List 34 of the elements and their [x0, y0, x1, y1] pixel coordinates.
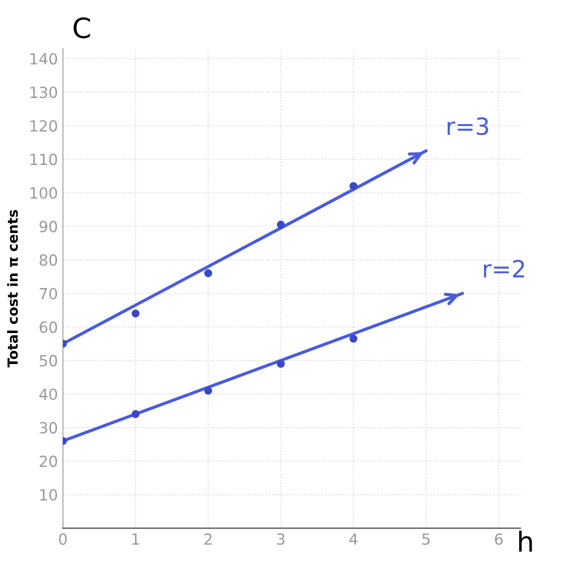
x-tick-label: 1 — [132, 534, 140, 545]
y-tick-label: 40 — [39, 388, 58, 400]
y-tick-label: 90 — [40, 220, 58, 232]
x-tick-label: 0 — [59, 533, 67, 545]
x-tick-label: 5 — [422, 534, 430, 545]
point — [204, 269, 212, 278]
point — [276, 220, 285, 229]
y-tick-label: 10 — [40, 489, 58, 501]
y-tick-label: 60 — [40, 321, 58, 333]
y-tick-label: 30 — [40, 422, 58, 434]
y-tick-label: 140 — [30, 53, 58, 65]
point — [132, 310, 140, 318]
y-tick-label: 80 — [40, 254, 58, 266]
y-tick-label: 20 — [40, 456, 58, 468]
point — [350, 182, 358, 190]
point — [350, 334, 358, 343]
y-tick-label: 70 — [40, 288, 58, 300]
y-tick-label: 130 — [30, 86, 58, 98]
x-tick-label: 2 — [204, 533, 212, 545]
series-label: r=2 — [484, 260, 524, 278]
x-tick-label: 3 — [277, 533, 284, 545]
point — [276, 360, 285, 368]
y-tick-label: 100 — [30, 187, 58, 199]
y-tick-label: 50 — [40, 354, 58, 366]
series-label: r=3 — [448, 117, 488, 136]
point — [204, 386, 212, 395]
x-tick-label: 4 — [349, 534, 358, 545]
y-axis-title: Total cost in π cents — [7, 210, 18, 368]
point — [132, 410, 140, 418]
text: C — [74, 17, 90, 38]
x-axis-title: h — [519, 530, 532, 552]
x-tick-label: 6 — [494, 533, 503, 545]
y-tick-label: 120 — [30, 120, 58, 132]
y-tick-label: 110 — [30, 154, 58, 166]
